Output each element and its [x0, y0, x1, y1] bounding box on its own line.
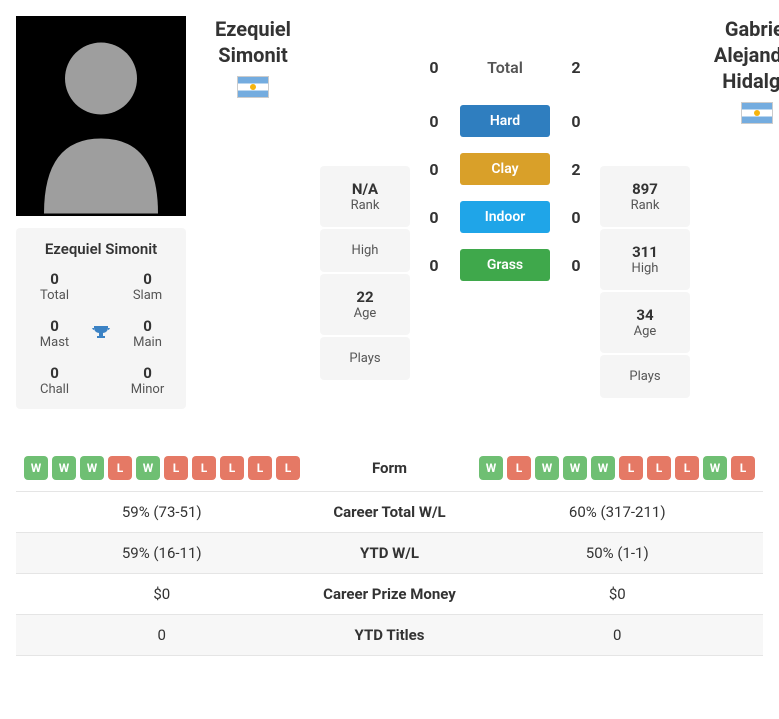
p1-plays: Plays [320, 337, 410, 380]
form-chip: L [507, 456, 531, 480]
form-chip: W [136, 456, 160, 480]
surface-badge: Hard [460, 105, 550, 137]
top-row: Ezequiel Simonit 0Total 0Slam 0Mast 0Mai… [16, 16, 763, 427]
p1-slam: 0Slam [121, 270, 174, 303]
form-chip: L [192, 456, 216, 480]
player1-form: WWWLWLLLLL [24, 456, 300, 480]
p1-high: High [320, 229, 410, 272]
player1-card: Ezequiel Simonit 0Total 0Slam 0Mast 0Mai… [16, 228, 186, 409]
h2h-total: 0 Total 2 [422, 58, 588, 77]
form-chip: L [647, 456, 671, 480]
p1-rank: N/ARank [320, 166, 410, 227]
p1-main: 0Main [121, 317, 174, 350]
compare-table: WWWLWLLLLL Form WLWWWLLLWL 59% (73-51)Ca… [16, 445, 763, 656]
p1-minor: 0Minor [121, 364, 174, 397]
form-chip: L [220, 456, 244, 480]
player1-info: N/ARank High 22Age Plays [320, 166, 410, 382]
form-chip: W [563, 456, 587, 480]
h2h-surface-row: 0Grass0 [422, 249, 588, 281]
surface-badge: Indoor [460, 201, 550, 233]
flag-icon-ar [741, 102, 773, 124]
compare-row: 0YTD Titles0 [16, 615, 763, 656]
p2-age: 34Age [600, 292, 690, 353]
compare-row: 59% (16-11)YTD W/L50% (1-1) [16, 533, 763, 574]
player2-form: WLWWWLLLWL [479, 456, 755, 480]
player1-header: Ezequiel Simonit [198, 16, 308, 102]
player2-header: Gabriel Alejandro Hidalgo [702, 16, 779, 128]
p1-mast: 0Mast [28, 317, 81, 350]
h2h-surface-row: 0Indoor0 [422, 201, 588, 233]
form-chip: W [479, 456, 503, 480]
compare-row: 59% (73-51)Career Total W/L60% (317-211) [16, 492, 763, 533]
player1-avatar [16, 16, 186, 216]
h2h-surface-row: 0Clay2 [422, 153, 588, 185]
p1-total: 0Total [28, 270, 81, 303]
trophy-icon [81, 322, 121, 346]
form-chip: W [703, 456, 727, 480]
surface-badge: Clay [460, 153, 550, 185]
p2-rank: 897Rank [600, 166, 690, 227]
compare-row: $0Career Prize Money$0 [16, 574, 763, 615]
form-chip: L [108, 456, 132, 480]
p1-age: 22Age [320, 274, 410, 335]
compare-form: WWWLWLLLLL Form WLWWWLLLWL [16, 445, 763, 492]
form-chip: W [52, 456, 76, 480]
form-chip: L [164, 456, 188, 480]
h2h-surfaces: 0Hard0 0Clay2 0Indoor0 0Grass0 [422, 89, 588, 281]
form-chip: L [619, 456, 643, 480]
player1-titles: 0Total 0Slam 0Mast 0Main 0Chall 0Minor [28, 270, 174, 397]
p2-plays: Plays [600, 355, 690, 398]
p1-chall: 0Chall [28, 364, 81, 397]
form-chip: W [535, 456, 559, 480]
form-chip: L [248, 456, 272, 480]
middle-section: Ezequiel Simonit N/ARank High 22Age Play… [198, 16, 779, 400]
form-chip: L [731, 456, 755, 480]
form-chip: L [675, 456, 699, 480]
player1-block: Ezequiel Simonit 0Total 0Slam 0Mast 0Mai… [16, 16, 186, 409]
p2-high: 311High [600, 229, 690, 290]
player2-info: 897Rank 311High 34Age Plays [600, 166, 690, 400]
surface-badge: Grass [460, 249, 550, 281]
h2h-surface-row: 0Hard0 [422, 105, 588, 137]
player1-card-name: Ezequiel Simonit [28, 240, 174, 258]
form-chip: W [591, 456, 615, 480]
form-chip: W [24, 456, 48, 480]
form-chip: L [276, 456, 300, 480]
h2h-column: 0 Total 2 0Hard0 0Clay2 0Indoor0 0Grass0 [422, 50, 588, 281]
flag-icon-ar [237, 76, 269, 98]
form-chip: W [80, 456, 104, 480]
avatar-placeholder-icon [26, 16, 176, 216]
